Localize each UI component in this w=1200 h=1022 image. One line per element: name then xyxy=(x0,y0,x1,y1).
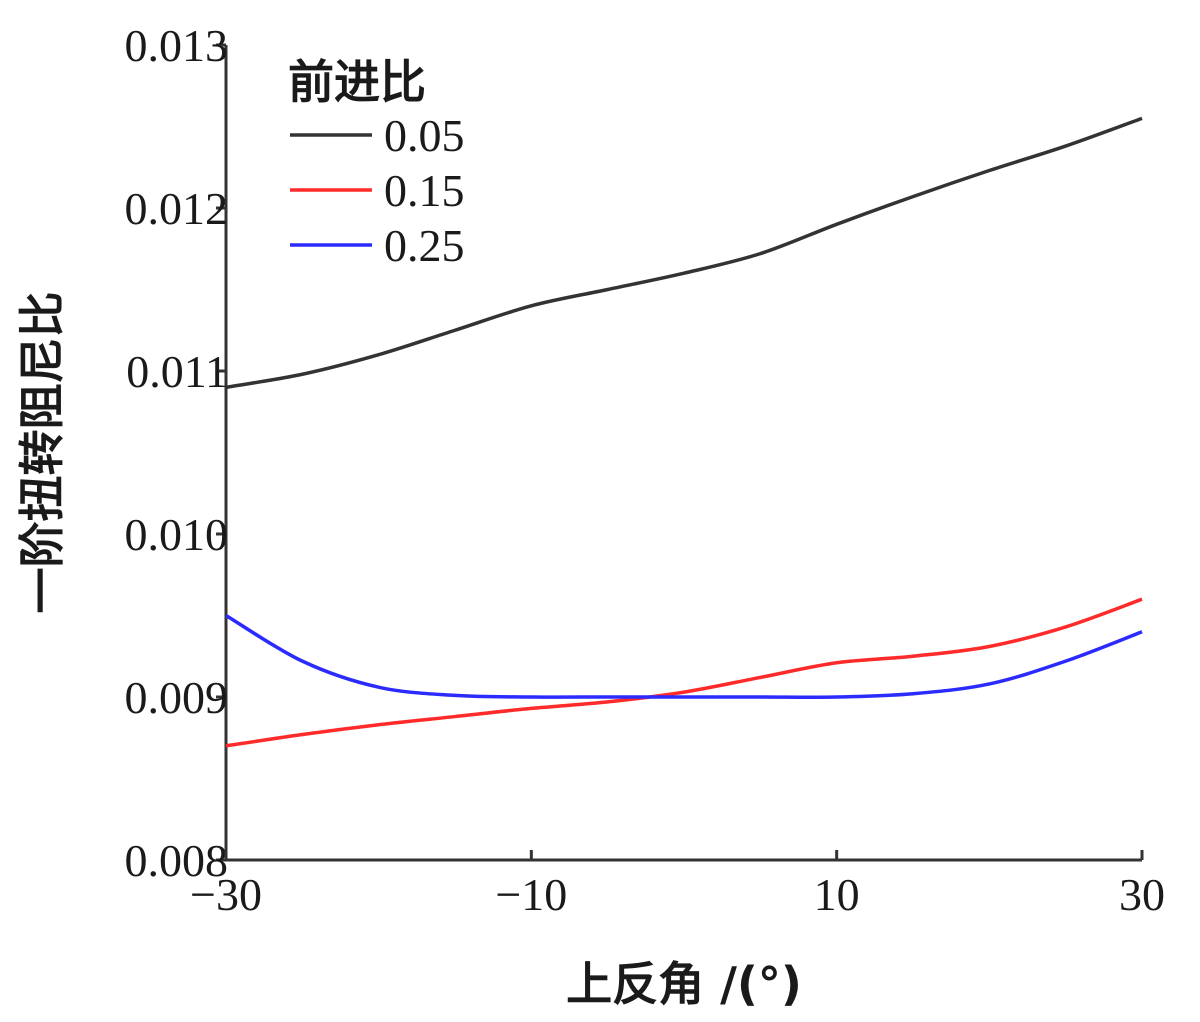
series-lines xyxy=(225,116,1143,748)
y-tick-label: 0.012 xyxy=(125,183,229,234)
y-tick-label: 0.013 xyxy=(125,20,229,71)
x-tick-label: 30 xyxy=(1119,869,1165,920)
legend-title: 前进比 xyxy=(288,55,426,109)
y-tick-label: 0.010 xyxy=(125,509,229,560)
x-tick-label: −10 xyxy=(495,869,567,920)
x-axis-label: 上反角 /(°) xyxy=(566,957,802,1011)
y-tick-label: 0.009 xyxy=(125,672,229,723)
axes: 0.008 0.009 0.010 0.011 0.012 0.013 −30 −10 10 30 xyxy=(125,20,1166,920)
y-tick-label: 0.011 xyxy=(126,346,228,397)
y-tick-label: 0.008 xyxy=(125,835,229,886)
legend-label-0.15: 0.15 xyxy=(384,165,465,216)
series-line-0.25 xyxy=(225,613,1143,699)
x-tick-label: 10 xyxy=(814,869,860,920)
legend-label-0.05: 0.05 xyxy=(384,110,465,161)
x-tick-label: −30 xyxy=(190,869,262,920)
series-line-0.15 xyxy=(225,597,1143,748)
y-axis-label: 一阶扭转阻尼比 xyxy=(15,292,69,614)
series-line-0.05 xyxy=(225,116,1143,390)
legend-label-0.25: 0.25 xyxy=(384,220,465,271)
